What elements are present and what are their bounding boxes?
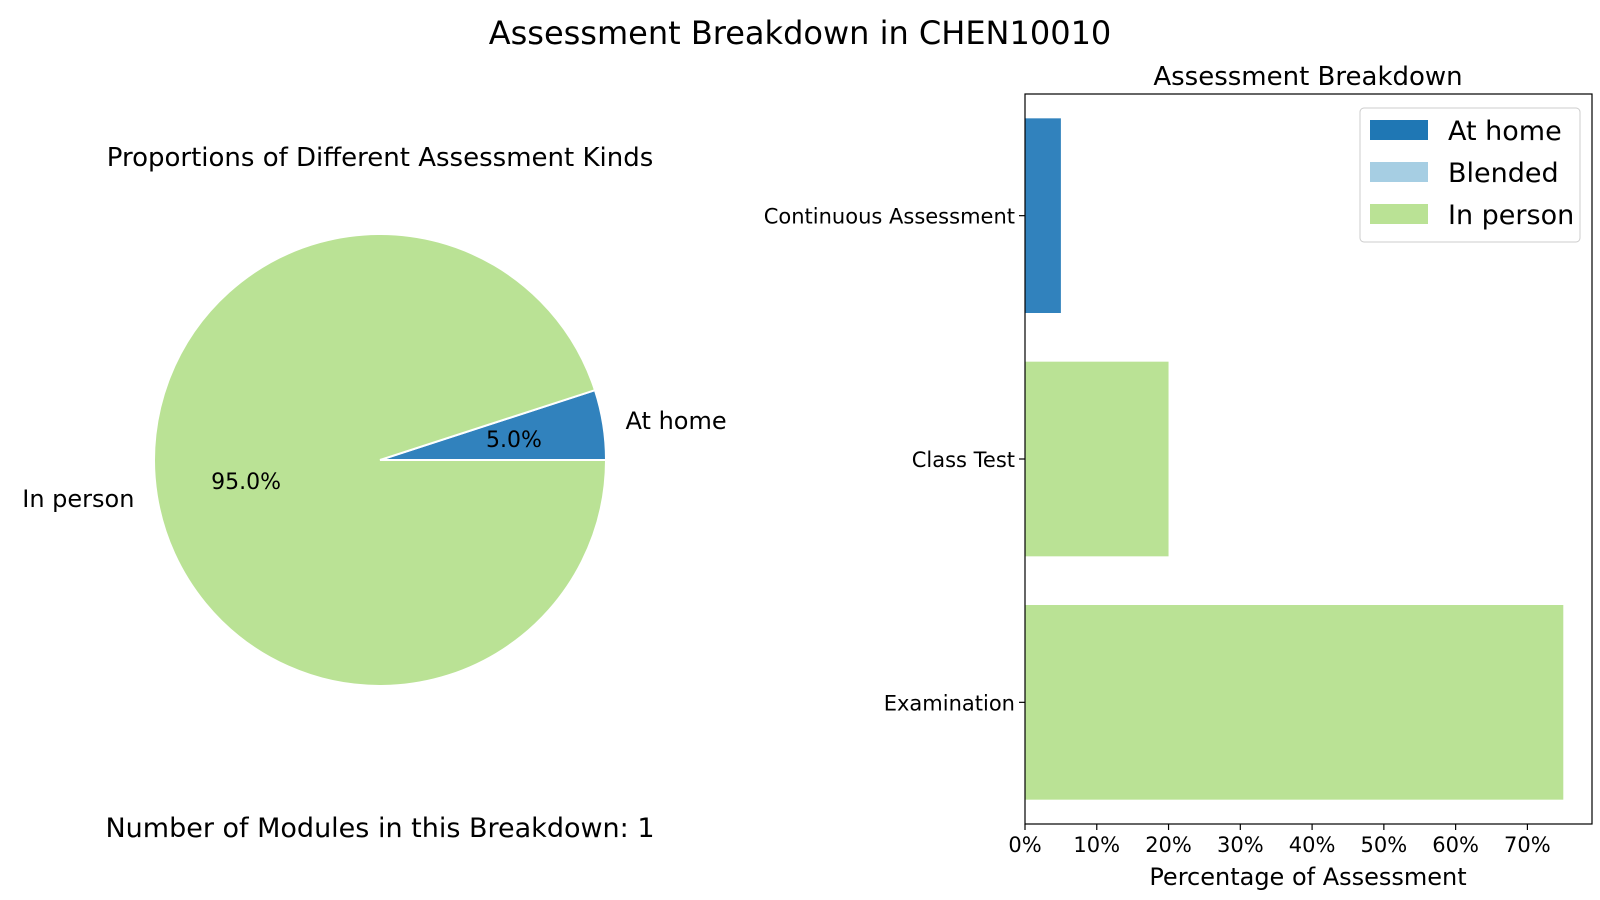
legend-swatch-at-home [1370,120,1428,140]
x-tick-label-70: 70% [1504,833,1551,857]
legend-swatch-blended [1370,162,1428,182]
x-tick-label-10: 10% [1073,833,1120,857]
legend-swatch-in-person [1370,204,1428,224]
x-tick-label-20: 20% [1145,833,1192,857]
x-tick-label-40: 40% [1289,833,1336,857]
pie-slice-in-person [153,233,608,687]
bar-chart: Assessment Breakdown Percentage of Asses… [764,62,1593,891]
pie-title: Proportions of Different Assessment Kind… [107,143,654,173]
x-tick-label-50: 50% [1361,833,1408,857]
bar-title: Assessment Breakdown [1153,62,1462,92]
y-tick-label-continuous-assessment: Continuous Assessment [764,205,1015,229]
legend-label-at-home: At home [1448,116,1562,147]
x-tick-label-30: 30% [1217,833,1264,857]
figure-title: Assessment Breakdown in CHEN10010 [489,14,1112,52]
x-tick-label-0: 0% [1008,833,1041,857]
y-tick-label-class-test: Class Test [912,448,1015,472]
pie-label-at-home: At home [626,407,727,435]
pie-pct-label-in-person: 95.0% [211,470,281,495]
legend-label-blended: Blended [1448,158,1559,189]
bar-continuous-assessment-at-home [1025,118,1061,313]
bar-examination-in-person [1025,605,1564,800]
pie-label-in-person: In person [22,485,134,513]
x-axis-label: Percentage of Assessment [1149,863,1466,891]
bar-class-test-in-person [1025,361,1169,557]
module-count-note: Number of Modules in this Breakdown: 1 [105,813,654,844]
legend-label-in-person: In person [1448,200,1574,231]
y-tick-label-examination: Examination [884,691,1015,715]
pie-pct-label-at-home: 5.0% [486,428,542,453]
bar-plot-frame [1024,93,1593,825]
x-tick-label-60: 60% [1432,833,1479,857]
pie-chart: Proportions of Different Assessment Kind… [22,143,727,687]
